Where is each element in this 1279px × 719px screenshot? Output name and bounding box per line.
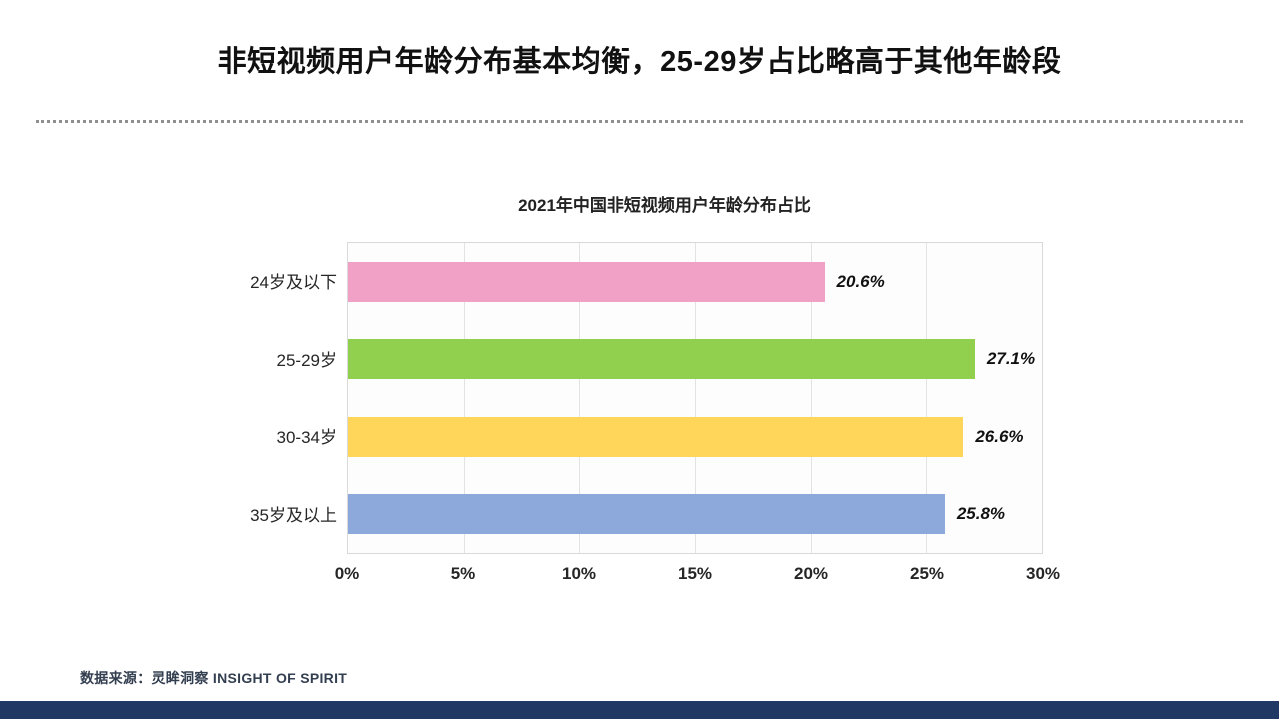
dotted-divider xyxy=(36,120,1243,123)
bar-row: 26.6% xyxy=(348,398,1042,476)
category-label: 30-34岁 xyxy=(276,428,337,448)
gridline xyxy=(695,243,696,553)
x-tick-label: 30% xyxy=(1025,564,1061,583)
bar xyxy=(348,494,945,535)
x-tick-label: 5% xyxy=(450,564,476,583)
plot-area: 20.6% 27.1% 26.6% 25.8% xyxy=(347,242,1043,554)
value-label: 27.1% xyxy=(986,349,1036,369)
x-tick-label: 25% xyxy=(909,564,945,583)
gridline xyxy=(810,243,812,553)
x-tick-label: 0% xyxy=(334,564,360,583)
page-title: 非短视频用户年龄分布基本均衡，25-29岁占比略高于其他年龄段 xyxy=(217,46,1062,78)
category-labels: 24岁及以下 25-29岁 30-34岁 35岁及以上 xyxy=(210,242,347,554)
category-label: 35岁及以上 xyxy=(250,505,337,525)
bottom-accent-bar xyxy=(0,701,1279,719)
category-label: 24岁及以下 xyxy=(250,273,337,293)
bar xyxy=(348,416,964,457)
bar-chart: 24岁及以下 25-29岁 30-34岁 35岁及以上 20.6% 27.1% 26.6%… xyxy=(210,242,1043,554)
x-tick-label: 10% xyxy=(561,564,597,583)
bars: 20.6% 27.1% 26.6% 25.8% xyxy=(348,243,1042,553)
bar-row: 20.6% xyxy=(348,243,1042,321)
x-tick-label: 15% xyxy=(677,564,713,583)
bar-row: 27.1% xyxy=(348,321,1042,399)
category-label: 25-29岁 xyxy=(276,350,337,370)
chart-title: 2021年中国非短视频用户年龄分布占比 xyxy=(518,196,811,215)
gridline xyxy=(579,243,581,553)
value-label: 26.6% xyxy=(975,426,1024,446)
gridline xyxy=(463,243,465,553)
x-tick-label: 20% xyxy=(793,564,829,583)
value-label: 25.8% xyxy=(956,504,1006,524)
x-axis: 0% 5% 10% 15% 20% 25% 30% xyxy=(335,564,1060,590)
value-label: 20.6% xyxy=(836,271,885,291)
gridline xyxy=(926,243,928,553)
source-note: 数据来源：灵眸洞察 INSIGHT OF SPIRIT xyxy=(80,670,348,686)
slide: 非短视频用户年龄分布基本均衡，25-29岁占比略高于其他年龄段 2021年中国非… xyxy=(0,46,1279,719)
bar xyxy=(348,339,975,380)
bar-row: 25.8% xyxy=(348,476,1042,554)
bar xyxy=(348,261,825,302)
